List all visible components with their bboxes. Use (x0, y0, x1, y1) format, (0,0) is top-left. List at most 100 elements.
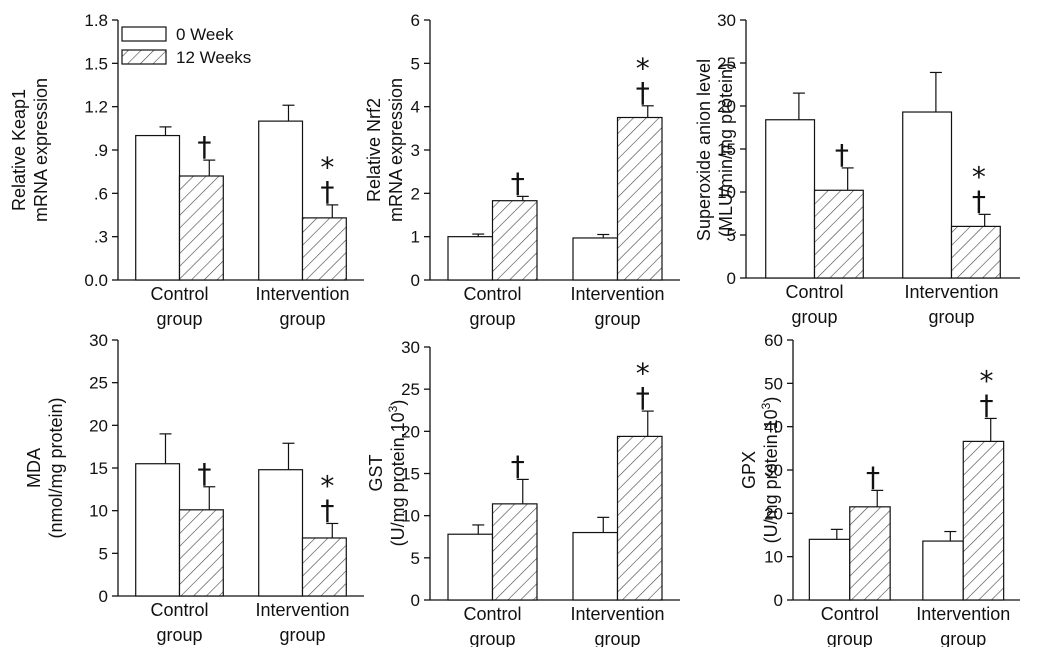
y-axis-label-line1: GPX (739, 451, 759, 489)
y-tick-label: 40 (764, 418, 783, 437)
legend-swatch-0-week (121, 26, 167, 42)
y-axis-label-tail: ) (388, 400, 408, 406)
chart-panel-3: 0 5 10 15 20 25 30 Superoxide anion level (MLU/m… (694, 11, 1020, 327)
significance-asterisk: * (979, 364, 993, 397)
legend-label-12-weeks: 12 Weeks (176, 48, 251, 67)
bar-0-week (258, 120, 304, 281)
y-tick-label: 10 (717, 183, 736, 202)
chart-panel-1: 0.0 .3 .6 .9 1.2 1.5 1.8 Relative Keap1 mRNA exp… (9, 11, 364, 329)
group-label-line1: Control (821, 604, 879, 624)
y-tick-label: 0.0 (84, 271, 108, 290)
bar-12-weeks (962, 440, 1005, 601)
group-label-line1: Intervention (570, 284, 664, 304)
y-axis-label-line2: (nmol/mg protein) (46, 397, 66, 538)
significance-asterisk: * (636, 357, 650, 390)
y-tick-label: 2 (411, 184, 420, 203)
bar-12-weeks (813, 189, 864, 279)
y-axis-label: GPX (U/mg protein,103) (739, 397, 781, 544)
y-tick-label: 20 (89, 416, 108, 435)
bar-12-weeks (616, 435, 663, 601)
y-axis-label-line2: (U/mg protein,10 (388, 412, 408, 546)
group-label-line1: Intervention (570, 604, 664, 624)
significance-dagger: † (511, 166, 525, 199)
y-tick-label: 0 (99, 587, 108, 606)
group-label-line2: group (279, 625, 325, 645)
y-tick-label: 15 (717, 140, 736, 159)
significance-dagger: † (197, 130, 211, 163)
y-tick-label: 15 (89, 459, 108, 478)
group-label-line1: Control (463, 284, 521, 304)
y-tick-label: 0 (411, 591, 420, 610)
significance-dagger: † (320, 175, 334, 208)
bar-0-week (572, 237, 619, 281)
group-label-line1: Control (150, 284, 208, 304)
chart-panel-5: 0 5 10 15 20 25 30 GST (U/mg protein,103) † Contro… (366, 338, 680, 647)
chart-panel-6: 0 10 20 30 40 50 60 GPX (U/mg protein,103) † Contr… (739, 331, 1020, 647)
group-label-line2: group (827, 629, 873, 647)
y-tick-label: 30 (401, 338, 420, 357)
significance-asterisk: * (320, 469, 334, 502)
y-tick-label: 5 (99, 544, 108, 563)
group-label-line2: group (469, 309, 515, 329)
y-tick-label: 5 (411, 549, 420, 568)
chart-panel-2: 0 1 2 3 4 5 6 Relative Nrf2 mRNA expression † Cont… (364, 11, 680, 329)
group-label-line1: Intervention (255, 600, 349, 620)
y-tick-label: 30 (717, 11, 736, 30)
bar-0-week (765, 119, 816, 279)
significance-dagger: † (866, 460, 880, 493)
y-tick-label: 4 (411, 98, 420, 117)
y-tick-label: 3 (411, 141, 420, 160)
y-tick-label: .3 (94, 228, 108, 247)
y-axis-label-line2: (MLU/min/mg protein) (716, 63, 736, 237)
bar-12-weeks (849, 506, 891, 601)
chart-panel-4: 0 5 10 15 20 25 30 MDA (nmol/mg protein) † Control… (24, 331, 364, 645)
y-axis-label-line2: (U/mg protein,10 (761, 409, 781, 543)
y-tick-label: 5 (727, 226, 736, 245)
group-label-line1: Intervention (916, 604, 1010, 624)
group-label-line1: Control (150, 600, 208, 620)
y-axis-label: GST (U/mg protein,103) (366, 400, 408, 547)
bar-0-week (902, 111, 953, 279)
y-tick-label: 1 (411, 228, 420, 247)
group-label-line2: group (469, 629, 515, 647)
group-label-line2: group (594, 629, 640, 647)
significance-dagger: † (972, 184, 986, 217)
legend: 0 Week 12 Weeks (121, 25, 251, 67)
y-axis-label: Relative Nrf2 mRNA expression (364, 78, 406, 222)
y-axis-label-line1: Relative Keap1 (9, 89, 29, 211)
bar-0-week (447, 533, 494, 601)
y-axis-label-line2: mRNA expression (31, 78, 51, 222)
bar-0-week (258, 469, 304, 597)
bar-0-week (447, 236, 494, 281)
y-axis-label-superscript: 3 (386, 405, 400, 412)
y-axis-label-line1: MDA (24, 448, 44, 488)
significance-dagger: † (979, 388, 993, 421)
legend-label-0-week: 0 Week (176, 25, 234, 44)
group-label-line1: Intervention (904, 282, 998, 302)
y-tick-label: 1.8 (84, 11, 108, 30)
group-label-line2: group (156, 309, 202, 329)
y-axis-label-line1: GST (366, 454, 386, 491)
bar-12-weeks (178, 175, 224, 281)
bar-0-week (572, 531, 619, 601)
y-tick-label: 1.2 (84, 98, 108, 117)
y-tick-label: 30 (764, 461, 783, 480)
group-label-line2: group (156, 625, 202, 645)
y-tick-label: 6 (411, 11, 420, 30)
significance-dagger: † (835, 138, 849, 171)
y-axis-label-line1: Relative Nrf2 (364, 98, 384, 202)
y-tick-label: 0 (727, 269, 736, 288)
y-tick-label: 25 (401, 380, 420, 399)
bar-12-weeks (616, 116, 663, 281)
y-axis-label-line1: Superoxide anion level (694, 59, 714, 241)
group-label-line1: Control (785, 282, 843, 302)
y-axis-label-superscript: 3 (759, 402, 773, 409)
group-label-line1: Control (463, 604, 521, 624)
y-tick-label: 15 (401, 465, 420, 484)
y-tick-label: 20 (401, 422, 420, 441)
y-tick-label: 1.5 (84, 54, 108, 73)
bar-0-week (808, 538, 851, 601)
bar-12-weeks (178, 509, 224, 597)
y-tick-label: 20 (717, 97, 736, 116)
group-label-line2: group (940, 629, 986, 647)
